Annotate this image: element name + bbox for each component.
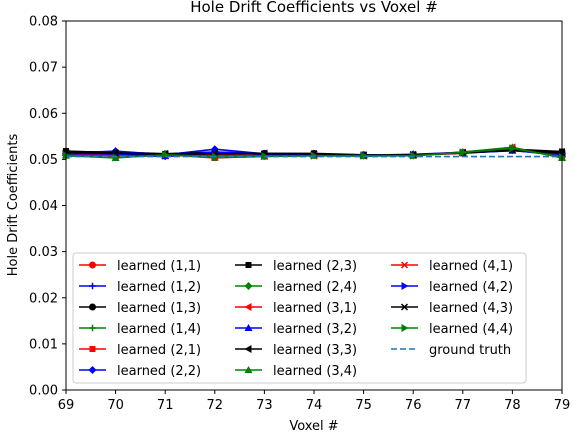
legend-label: ground truth: [429, 343, 511, 358]
y-tick-label: 0.01: [29, 337, 58, 352]
data-point: [311, 151, 318, 160]
legend-label: learned (1,3): [117, 301, 201, 316]
legend-entry: learned (3,3): [235, 343, 357, 358]
legend-entry: learned (3,4): [235, 364, 357, 379]
legend-entry: learned (1,2): [79, 280, 201, 295]
y-tick-label: 0.03: [29, 245, 58, 260]
legend-entry: learned (1,3): [79, 301, 201, 316]
legend-label: learned (3,3): [273, 343, 357, 358]
x-tick-label: 73: [256, 398, 273, 413]
legend-marker: [244, 303, 252, 311]
legend-label: learned (2,3): [273, 259, 357, 274]
y-tick-label: 0.08: [29, 15, 58, 30]
data-point: [509, 144, 517, 153]
x-tick-label: 71: [157, 398, 174, 413]
legend-entry: learned (3,2): [235, 322, 357, 337]
legend-marker: [244, 324, 253, 331]
legend-marker: [401, 282, 409, 290]
data-point: [410, 151, 418, 160]
plot-area: [62, 143, 566, 162]
legend-label: learned (3,2): [273, 322, 357, 337]
legend-entry: ground truth: [391, 343, 511, 358]
legend-marker: [88, 366, 97, 374]
legend-marker: [89, 303, 96, 311]
x-tick-label: 79: [554, 398, 571, 413]
legend-label: learned (3,1): [273, 301, 357, 316]
x-axis-label: Voxel #: [289, 419, 338, 434]
y-tick-label: 0.04: [29, 199, 58, 214]
y-tick-label: 0.02: [29, 291, 58, 306]
legend-label: learned (1,4): [117, 322, 201, 337]
legend-label: learned (4,1): [429, 259, 513, 274]
legend-entry: learned (4,4): [391, 322, 513, 337]
legend-entry: learned (1,1): [79, 259, 201, 274]
legend-marker: [89, 261, 96, 269]
legend-marker: [244, 345, 252, 353]
data-point: [459, 148, 467, 157]
x-tick-label: 77: [455, 398, 472, 413]
y-axis-label: Hole Drift Coefficients: [6, 134, 21, 277]
legend-marker: [400, 303, 409, 311]
x-tick-label: 78: [504, 398, 521, 413]
data-point: [162, 150, 170, 159]
y-tick-label: 0.06: [29, 107, 58, 122]
legend-marker: [244, 282, 253, 290]
legend-marker: [89, 282, 96, 290]
x-tick-label: 69: [58, 398, 75, 413]
legend-entry: learned (4,2): [391, 280, 513, 295]
legend-marker: [244, 366, 253, 373]
y-tick-label: 0.05: [29, 153, 58, 168]
legend-entry: learned (1,4): [79, 322, 201, 337]
legend-entry: learned (2,3): [235, 259, 357, 274]
legend-label: learned (4,2): [429, 280, 513, 295]
legend-entry: learned (2,2): [79, 364, 201, 379]
legend-marker: [89, 324, 96, 332]
legend-entry: learned (2,4): [235, 280, 357, 295]
y-tick-label: 0.07: [29, 61, 58, 76]
legend-entry: learned (2,1): [79, 343, 201, 358]
axes: 69 70 71 72 73 74 75 76 77 78 79 0.00 0.01 0.02 0.03 0.…: [29, 15, 570, 414]
x-tick-label: 72: [207, 398, 224, 413]
legend-label: learned (3,4): [273, 364, 357, 379]
legend-marker: [401, 324, 409, 332]
x-tick-label: 75: [355, 398, 372, 413]
chart-title: Hole Drift Coefficients vs Voxel #: [190, 0, 438, 16]
legend-label: learned (1,2): [117, 280, 201, 295]
x-tick-label: 74: [306, 398, 323, 413]
legend: learned (1,1) learned (1,2) learned (1,3) l…: [72, 252, 527, 384]
legend-label: learned (2,2): [117, 364, 201, 379]
legend-label: learned (1,1): [117, 259, 201, 274]
legend-label: learned (4,3): [429, 301, 513, 316]
legend-label: learned (2,1): [117, 343, 201, 358]
data-point: [112, 153, 120, 162]
legend-marker: [89, 346, 96, 352]
legend-entry: learned (4,3): [391, 301, 513, 316]
legend-marker: [400, 261, 409, 269]
x-tick-label: 76: [405, 398, 422, 413]
data-point: [360, 151, 368, 160]
legend-entry: learned (3,1): [235, 301, 357, 316]
x-tick-label: 70: [107, 398, 124, 413]
legend-entry: learned (4,1): [391, 259, 513, 274]
legend-marker: [245, 262, 252, 268]
legend-label: learned (2,4): [273, 280, 357, 295]
y-tick-label: 0.00: [29, 384, 58, 399]
legend-label: learned (4,4): [429, 322, 513, 337]
